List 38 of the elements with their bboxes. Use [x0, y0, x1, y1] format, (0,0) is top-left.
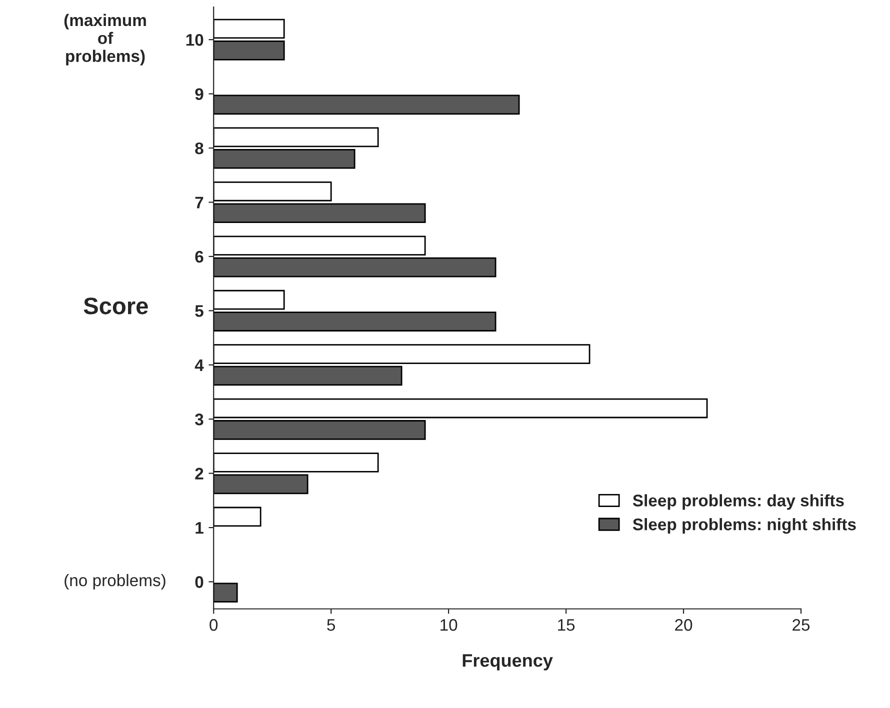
bar [214, 452, 379, 472]
bar [214, 344, 590, 364]
y-tick-label: 10 [186, 34, 204, 46]
y-tick-label: 7 [195, 196, 204, 208]
y-tick-label: 9 [195, 88, 204, 100]
bar [214, 148, 356, 169]
bar [214, 94, 520, 115]
x-axis-title: Frequency [462, 654, 553, 670]
x-tick-label: 5 [327, 619, 336, 631]
y-tick-label: 5 [195, 305, 204, 317]
y-tick-label: 4 [194, 359, 204, 371]
x-tick-label: 10 [440, 619, 458, 631]
legend-label: Sleep problems: day shifts [632, 494, 844, 510]
bar [214, 40, 285, 60]
y-tick-label: 6 [195, 250, 204, 263]
bar [214, 236, 426, 256]
text: (no problems) [64, 574, 166, 590]
bar [214, 18, 285, 39]
y-tick-label: 3 [194, 414, 204, 426]
y-axis-title: Score [84, 298, 148, 314]
bar [214, 366, 402, 386]
y-tick-label: 1 [196, 522, 204, 534]
x-tick-label: 25 [792, 619, 810, 631]
y-tick-label: 2 [195, 468, 204, 480]
x-tick-label: 15 [558, 619, 575, 631]
bar [214, 398, 708, 418]
bar [214, 506, 262, 527]
x-tick-label: 20 [675, 619, 692, 631]
bar [214, 474, 308, 494]
x-tick-label: 0 [210, 619, 218, 631]
legend-label: Sleep problems: night shifts [632, 518, 856, 534]
bar [214, 582, 238, 603]
y-tick-label: 8 [195, 142, 204, 154]
bar [214, 127, 379, 148]
text: (maximum of problems) [64, 14, 146, 66]
bar [214, 420, 426, 440]
bar [214, 257, 496, 278]
y-tick-label: 0 [195, 576, 204, 588]
